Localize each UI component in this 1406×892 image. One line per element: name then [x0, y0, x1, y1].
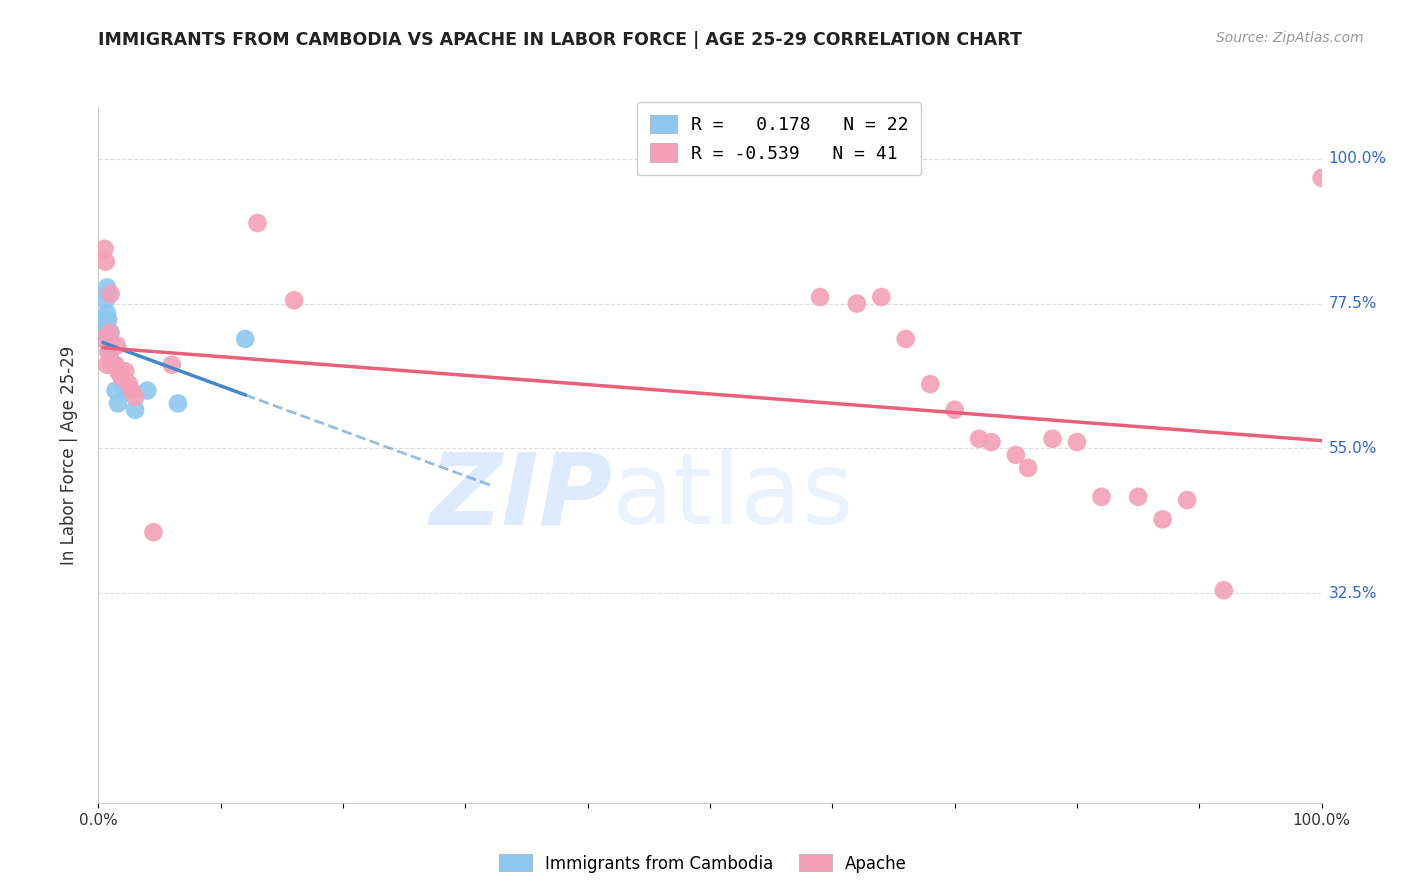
Point	[110, 364, 132, 378]
Point	[98, 326, 121, 340]
Text: 32.5%: 32.5%	[1329, 586, 1376, 601]
Point	[101, 358, 124, 372]
Point	[96, 306, 118, 320]
Point	[107, 364, 129, 378]
Point	[136, 384, 159, 398]
Legend: Immigrants from Cambodia, Apache: Immigrants from Cambodia, Apache	[492, 847, 914, 880]
Text: ZIP: ZIP	[429, 448, 612, 545]
Point	[1017, 460, 1039, 475]
Point	[111, 370, 134, 384]
Point	[142, 525, 165, 540]
Point	[246, 216, 269, 230]
Point	[920, 377, 942, 392]
Point	[894, 332, 917, 346]
Point	[93, 326, 115, 340]
Point	[980, 435, 1002, 450]
Point	[94, 319, 117, 334]
Point	[1128, 490, 1150, 504]
Point	[96, 280, 118, 294]
Point	[97, 286, 120, 301]
Point	[98, 332, 121, 346]
Point	[1004, 448, 1026, 462]
Point	[808, 290, 831, 304]
Point	[97, 344, 120, 359]
Point	[97, 312, 120, 326]
Point	[118, 377, 141, 392]
Point	[105, 338, 128, 352]
Point	[124, 390, 146, 404]
Point	[96, 358, 118, 372]
Point	[115, 384, 138, 398]
Point	[100, 344, 122, 359]
Text: 77.5%: 77.5%	[1329, 296, 1376, 311]
Point	[91, 332, 114, 346]
Point	[1042, 432, 1064, 446]
Point	[1152, 512, 1174, 526]
Point	[93, 312, 115, 326]
Point	[111, 377, 134, 392]
Point	[1175, 493, 1198, 508]
Y-axis label: In Labor Force | Age 25-29: In Labor Force | Age 25-29	[60, 345, 79, 565]
Point	[101, 358, 124, 372]
Point	[1066, 435, 1088, 450]
Text: Source: ZipAtlas.com: Source: ZipAtlas.com	[1216, 31, 1364, 45]
Point	[101, 358, 124, 372]
Point	[845, 296, 868, 310]
Point	[233, 332, 256, 346]
Point	[283, 293, 305, 308]
Point	[91, 332, 114, 346]
Point	[124, 402, 146, 417]
Point	[94, 254, 117, 268]
Text: atlas: atlas	[612, 448, 853, 545]
Text: IMMIGRANTS FROM CAMBODIA VS APACHE IN LABOR FORCE | AGE 25-29 CORRELATION CHART: IMMIGRANTS FROM CAMBODIA VS APACHE IN LA…	[98, 31, 1022, 49]
Point	[100, 286, 122, 301]
Point	[101, 358, 124, 372]
Legend: R =   0.178   N = 22, R = -0.539   N = 41: R = 0.178 N = 22, R = -0.539 N = 41	[637, 103, 921, 175]
Point	[111, 370, 134, 384]
Point	[1212, 583, 1234, 598]
Text: 100.0%: 100.0%	[1329, 151, 1386, 166]
Point	[943, 402, 966, 417]
Point	[104, 358, 127, 372]
Point	[1310, 170, 1333, 185]
Point	[160, 358, 183, 372]
Point	[1090, 490, 1112, 504]
Point	[114, 364, 136, 378]
Point	[120, 384, 142, 398]
Point	[107, 396, 129, 410]
Point	[94, 293, 117, 308]
Point	[104, 384, 127, 398]
Text: 55.0%: 55.0%	[1329, 441, 1376, 456]
Point	[93, 242, 115, 256]
Point	[967, 432, 990, 446]
Point	[167, 396, 190, 410]
Point	[870, 290, 893, 304]
Point	[100, 326, 122, 340]
